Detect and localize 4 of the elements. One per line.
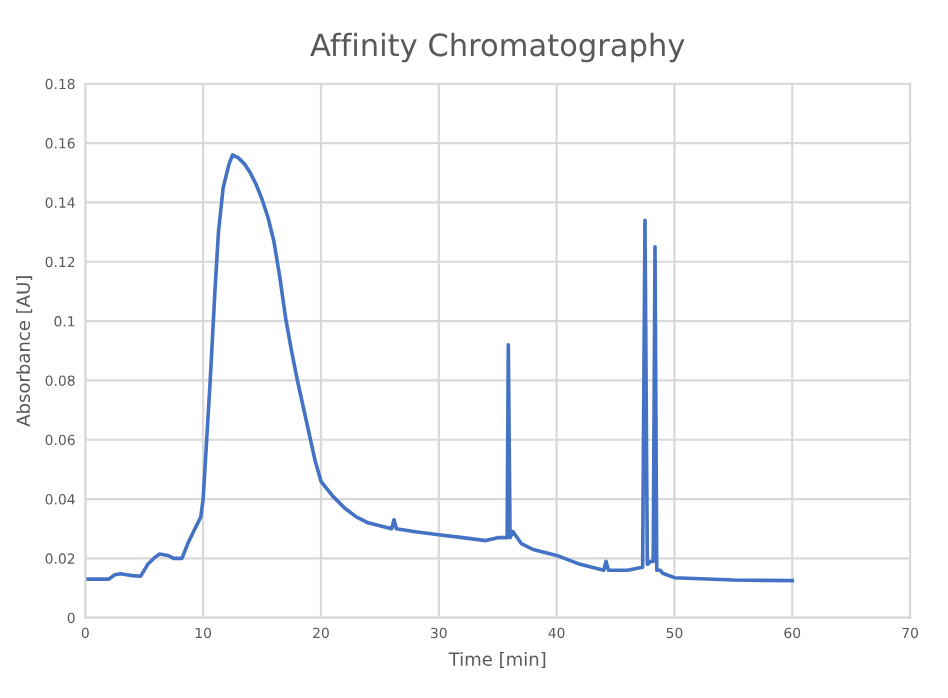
chart-title: Affinity Chromatography [310,32,685,63]
line-series [85,153,795,583]
x-axis-title: Time [min] [448,652,546,669]
y-axis-title: Absorbance [AU] [16,276,33,427]
